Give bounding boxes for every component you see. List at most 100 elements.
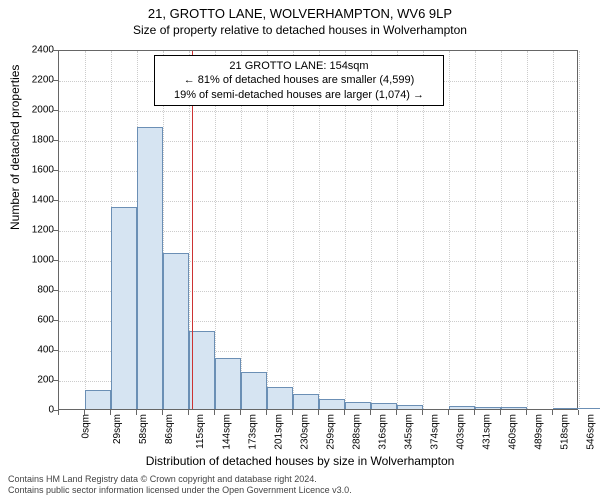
ytick-label: 1800	[32, 135, 54, 146]
histogram-bar	[501, 407, 527, 409]
ytick-label: 1000	[32, 255, 54, 266]
gridline-v	[527, 51, 528, 409]
xtick-label: 518sqm	[560, 414, 571, 450]
ytick-label: 600	[37, 315, 54, 326]
gridline-v	[501, 51, 502, 409]
ytick-label: 200	[37, 375, 54, 386]
histogram-bar	[241, 372, 267, 410]
histogram-bar	[371, 403, 397, 409]
xtick-mark	[578, 410, 579, 415]
xtick-mark	[500, 410, 501, 415]
histogram-bar	[449, 406, 475, 409]
ytick-mark	[53, 320, 58, 321]
footer-line-1: Contains HM Land Registry data © Crown c…	[8, 474, 352, 485]
xtick-mark	[318, 410, 319, 415]
plot-area: 21 GROTTO LANE: 154sqm← 81% of detached …	[58, 50, 578, 410]
xtick-label: 345sqm	[404, 414, 415, 450]
ytick-mark	[53, 350, 58, 351]
gridline-v	[475, 51, 476, 409]
ytick-mark	[53, 290, 58, 291]
ytick-mark	[53, 110, 58, 111]
xtick-label: 374sqm	[430, 414, 441, 450]
xtick-label: 460sqm	[508, 414, 519, 450]
ytick-mark	[53, 80, 58, 81]
histogram-bar	[579, 408, 600, 409]
title-sub: Size of property relative to detached ho…	[0, 21, 600, 37]
xtick-label: 58sqm	[138, 414, 149, 444]
ytick-mark	[53, 380, 58, 381]
annotation-line: ← 81% of detached houses are smaller (4,…	[161, 73, 437, 87]
xtick-label: 144sqm	[222, 414, 233, 450]
xtick-label: 115sqm	[195, 414, 206, 449]
xtick-label: 431sqm	[482, 414, 493, 450]
ytick-label: 1200	[32, 225, 54, 236]
ytick-mark	[53, 50, 58, 51]
xtick-mark	[136, 410, 137, 415]
xtick-label: 288sqm	[352, 414, 363, 450]
ytick-label: 400	[37, 345, 54, 356]
xtick-mark	[526, 410, 527, 415]
xtick-label: 29sqm	[112, 414, 123, 444]
histogram-bar	[163, 253, 189, 409]
xtick-label: 259sqm	[326, 414, 337, 450]
xtick-mark	[344, 410, 345, 415]
footer-line-2: Contains public sector information licen…	[8, 485, 352, 496]
ytick-mark	[53, 260, 58, 261]
xtick-label: 201sqm	[274, 414, 285, 450]
chart-container: 21, GROTTO LANE, WOLVERHAMPTON, WV6 9LP …	[0, 0, 600, 500]
annotation-box: 21 GROTTO LANE: 154sqm← 81% of detached …	[154, 55, 444, 106]
xtick-mark	[474, 410, 475, 415]
xtick-mark	[266, 410, 267, 415]
gridline-v	[449, 51, 450, 409]
xtick-label: 403sqm	[456, 414, 467, 450]
title-main: 21, GROTTO LANE, WOLVERHAMPTON, WV6 9LP	[0, 0, 600, 21]
histogram-bar	[85, 390, 111, 410]
xtick-mark	[396, 410, 397, 415]
ytick-mark	[53, 230, 58, 231]
xtick-mark	[370, 410, 371, 415]
xtick-label: 173sqm	[248, 414, 259, 450]
ytick-label: 2400	[32, 45, 54, 56]
xtick-mark	[240, 410, 241, 415]
histogram-bar	[293, 394, 319, 409]
xtick-mark	[214, 410, 215, 415]
histogram-bar	[267, 387, 293, 410]
ytick-mark	[53, 140, 58, 141]
xtick-label: 546sqm	[586, 414, 597, 450]
xtick-mark	[162, 410, 163, 415]
ytick-label: 800	[37, 285, 54, 296]
xtick-mark	[188, 410, 189, 415]
annotation-line: 19% of semi-detached houses are larger (…	[161, 88, 437, 102]
histogram-bar	[345, 402, 371, 410]
histogram-bar	[111, 207, 137, 410]
xtick-label: 0sqm	[80, 414, 91, 438]
ytick-label: 2000	[32, 105, 54, 116]
xtick-mark	[422, 410, 423, 415]
xtick-mark	[448, 410, 449, 415]
histogram-bar	[397, 405, 423, 410]
ytick-mark	[53, 170, 58, 171]
gridline-v	[579, 51, 580, 409]
gridline-v	[85, 51, 86, 409]
xtick-label: 86sqm	[164, 414, 175, 444]
xtick-label: 230sqm	[300, 414, 311, 450]
xtick-mark	[292, 410, 293, 415]
xtick-label: 316sqm	[378, 414, 389, 450]
histogram-bar	[215, 358, 241, 409]
histogram-bar	[475, 407, 501, 409]
footer-attribution: Contains HM Land Registry data © Crown c…	[8, 474, 352, 496]
xtick-mark	[84, 410, 85, 415]
annotation-line: 21 GROTTO LANE: 154sqm	[161, 59, 437, 73]
xtick-mark	[110, 410, 111, 415]
xtick-mark	[58, 410, 59, 415]
gridline-v	[553, 51, 554, 409]
histogram-bar	[319, 399, 345, 410]
histogram-bar	[137, 127, 163, 409]
x-axis-label: Distribution of detached houses by size …	[0, 454, 600, 468]
ytick-label: 1600	[32, 165, 54, 176]
ytick-label: 1400	[32, 195, 54, 206]
y-axis-label: Number of detached properties	[8, 65, 22, 230]
histogram-bar	[553, 408, 579, 410]
ytick-mark	[53, 200, 58, 201]
xtick-label: 489sqm	[534, 414, 545, 450]
